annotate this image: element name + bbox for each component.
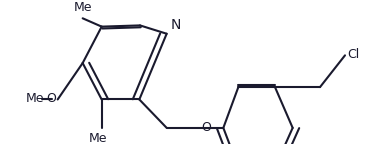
Text: Me: Me: [89, 132, 107, 145]
Text: Me: Me: [73, 1, 92, 14]
Text: O: O: [47, 92, 57, 105]
Text: N: N: [171, 18, 181, 32]
Text: O: O: [201, 121, 211, 134]
Text: Cl: Cl: [347, 48, 359, 61]
Text: Me: Me: [26, 92, 44, 105]
